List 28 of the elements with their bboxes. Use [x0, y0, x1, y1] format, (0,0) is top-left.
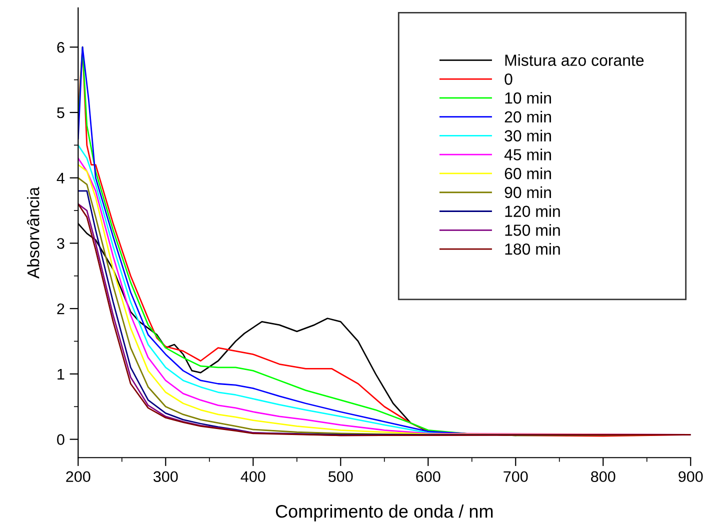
- x-tick-label: 200: [66, 471, 90, 482]
- x-tick-label: 400: [240, 471, 266, 482]
- x-tick-label: 800: [591, 471, 616, 482]
- legend-label: Mistura azo corante: [505, 54, 644, 66]
- y-tick-label: 6: [57, 42, 64, 53]
- legend-label: 30 min: [504, 130, 551, 142]
- legend-label: 180 min: [505, 243, 560, 255]
- y-tick-label: 1: [58, 368, 64, 380]
- legend-label: 10 min: [505, 92, 551, 104]
- legend-label: 120 min: [505, 205, 560, 217]
- legend-label: 150 min: [505, 224, 560, 236]
- x-tick-label: 700: [504, 471, 528, 482]
- y-axis-title: Absorvância: [26, 186, 40, 279]
- y-tick-label: 5: [57, 108, 64, 118]
- y-tick-label: 4: [56, 172, 65, 184]
- x-tick-label: 500: [328, 471, 353, 482]
- x-axis-title: Comprimento de onda / nm: [276, 504, 493, 522]
- legend-label: 20 min: [504, 110, 551, 123]
- legend-label: 45 min: [504, 148, 551, 160]
- legend-label: 0: [504, 74, 512, 85]
- y-tick-label: 3: [57, 238, 64, 249]
- x-tick-label: 300: [153, 471, 178, 482]
- legend-label: 90 min: [504, 186, 551, 198]
- legend-label: 60 min: [504, 168, 551, 180]
- y-tick-label: 2: [57, 303, 64, 314]
- y-tick-label: 0: [57, 434, 64, 446]
- x-tick-label: 900: [678, 471, 703, 482]
- x-tick-label: 600: [416, 471, 440, 482]
